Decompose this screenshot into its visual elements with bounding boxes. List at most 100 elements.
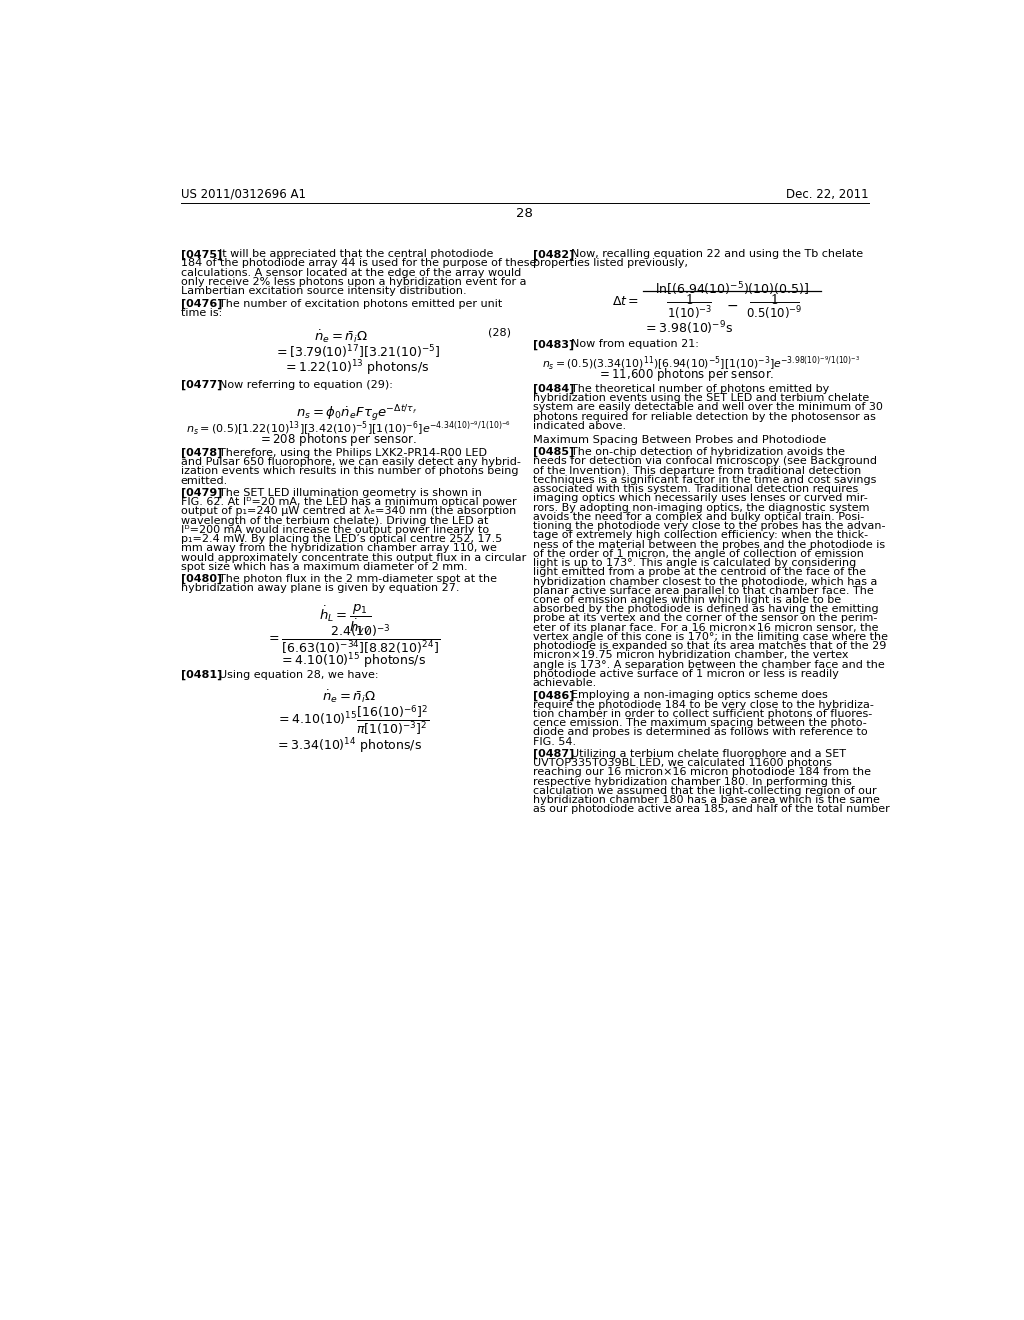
Text: light is up to 173°. This angle is calculated by considering: light is up to 173°. This angle is calcu…	[532, 558, 856, 568]
Text: Using equation 28, we have:: Using equation 28, we have:	[219, 669, 379, 680]
Text: $0.5(10)^{-9}$: $0.5(10)^{-9}$	[746, 304, 803, 322]
Text: 1: 1	[685, 294, 693, 308]
Text: angle is 173°. A separation between the chamber face and the: angle is 173°. A separation between the …	[532, 660, 885, 669]
Text: hybridization chamber closest to the photodiode, which has a: hybridization chamber closest to the pho…	[532, 577, 877, 586]
Text: properties listed previously,: properties listed previously,	[532, 259, 687, 268]
Text: diode and probes is determined as follows with reference to: diode and probes is determined as follow…	[532, 727, 867, 738]
Text: mm away from the hybridization chamber array 110, we: mm away from the hybridization chamber a…	[180, 544, 497, 553]
Text: [0479]: [0479]	[180, 488, 222, 498]
Text: p₁=2.4 mW. By placing the LED’s optical centre 252, 17.5: p₁=2.4 mW. By placing the LED’s optical …	[180, 535, 502, 544]
Text: 28: 28	[516, 207, 534, 220]
Text: [0475]: [0475]	[180, 249, 222, 260]
Text: cence emission. The maximum spacing between the photo-: cence emission. The maximum spacing betw…	[532, 718, 866, 729]
Text: It will be appreciated that the central photodiode: It will be appreciated that the central …	[219, 249, 494, 259]
Text: imaging optics which necessarily uses lenses or curved mir-: imaging optics which necessarily uses le…	[532, 494, 867, 503]
Text: respective hybridization chamber 180. In performing this: respective hybridization chamber 180. In…	[532, 776, 851, 787]
Text: Dec. 22, 2011: Dec. 22, 2011	[786, 187, 869, 201]
Text: [0483]: [0483]	[532, 339, 573, 350]
Text: associated with this system. Traditional detection requires: associated with this system. Traditional…	[532, 484, 858, 494]
Text: probe at its vertex and the corner of the sensor on the perim-: probe at its vertex and the corner of th…	[532, 614, 877, 623]
Text: system are easily detectable and well over the minimum of 30: system are easily detectable and well ov…	[532, 403, 883, 412]
Text: The on-chip detection of hybridization avoids the: The on-chip detection of hybridization a…	[571, 447, 845, 457]
Text: $n_s = (0.5)(3.34(10)^{11})[6.94(10)^{-5}][1(10)^{-3}]e^{-3.98(10)^{-9}/1(10)^{-: $n_s = (0.5)(3.34(10)^{11})[6.94(10)^{-5…	[542, 355, 860, 372]
Text: $= 1.22(10)^{13}\ \mathrm{photons/s}$: $= 1.22(10)^{13}\ \mathrm{photons/s}$	[284, 359, 430, 379]
Text: The theoretical number of photons emitted by: The theoretical number of photons emitte…	[571, 384, 829, 393]
Text: photons required for reliable detection by the photosensor as: photons required for reliable detection …	[532, 412, 876, 421]
Text: Lambertian excitation source intensity distribution.: Lambertian excitation source intensity d…	[180, 286, 466, 296]
Text: UVTOP335TO39BL LED, we calculated 11600 photons: UVTOP335TO39BL LED, we calculated 11600 …	[532, 758, 831, 768]
Text: $\Delta t =$: $\Delta t =$	[611, 296, 639, 309]
Text: Therefore, using the Philips LXK2-PR14-R00 LED: Therefore, using the Philips LXK2-PR14-R…	[219, 447, 487, 458]
Text: time is:: time is:	[180, 308, 222, 318]
Text: FIG. 62. At Iᴰ=20 mA, the LED has a minimum optical power: FIG. 62. At Iᴰ=20 mA, the LED has a mini…	[180, 498, 516, 507]
Text: techniques is a significant factor in the time and cost savings: techniques is a significant factor in th…	[532, 475, 876, 484]
Text: (28): (28)	[487, 327, 511, 338]
Text: $= [3.79(10)^{17}][3.21(10)^{-5}]$: $= [3.79(10)^{17}][3.21(10)^{-5}]$	[273, 343, 439, 360]
Text: reaching our 16 micron×16 micron photodiode 184 from the: reaching our 16 micron×16 micron photodi…	[532, 767, 870, 777]
Text: $= 4.10(10)^{15}\ \mathrm{photons/s}$: $= 4.10(10)^{15}\ \mathrm{photons/s}$	[280, 651, 426, 671]
Text: [0480]: [0480]	[180, 574, 222, 585]
Text: 1: 1	[770, 294, 778, 308]
Text: emitted.: emitted.	[180, 475, 228, 486]
Text: eter of its planar face. For a 16 micron×16 micron sensor, the: eter of its planar face. For a 16 micron…	[532, 623, 878, 632]
Text: absorbed by the photodiode is defined as having the emitting: absorbed by the photodiode is defined as…	[532, 605, 879, 614]
Text: FIG. 54.: FIG. 54.	[532, 737, 575, 747]
Text: Now, recalling equation 22 and using the Tb chelate: Now, recalling equation 22 and using the…	[571, 249, 863, 259]
Text: vertex angle of this cone is 170°; in the limiting case where the: vertex angle of this cone is 170°; in th…	[532, 632, 888, 642]
Text: ization events which results in this number of photons being: ization events which results in this num…	[180, 466, 518, 477]
Text: $n_s = (0.5)[1.22(10)^{13}][3.42(10)^{-5}][1(10)^{-6}]e^{-4.34(10)^{-9}/1(10)^{-: $n_s = (0.5)[1.22(10)^{13}][3.42(10)^{-5…	[186, 420, 511, 437]
Text: Now referring to equation (29):: Now referring to equation (29):	[219, 380, 393, 391]
Text: Now from equation 21:: Now from equation 21:	[571, 339, 699, 350]
Text: [0477]: [0477]	[180, 380, 222, 391]
Text: photodiode is expanded so that its area matches that of the 29: photodiode is expanded so that its area …	[532, 642, 886, 651]
Text: planar active surface area parallel to that chamber face. The: planar active surface area parallel to t…	[532, 586, 873, 595]
Text: tage of extremely high collection efficiency: when the thick-: tage of extremely high collection effici…	[532, 531, 867, 540]
Text: $= \dfrac{2.4(10)^{-3}}{[6.63(10)^{-34}][8.82(10)^{24}]}$: $= \dfrac{2.4(10)^{-3}}{[6.63(10)^{-34}]…	[266, 622, 439, 656]
Text: [0478]: [0478]	[180, 447, 222, 458]
Text: tioning the photodiode very close to the probes has the advan-: tioning the photodiode very close to the…	[532, 521, 885, 531]
Text: [0476]: [0476]	[180, 298, 222, 309]
Text: require the photodiode 184 to be very close to the hybridiza-: require the photodiode 184 to be very cl…	[532, 700, 873, 710]
Text: tion chamber in order to collect sufficient photons of fluores-: tion chamber in order to collect suffici…	[532, 709, 871, 719]
Text: $1(10)^{-3}$: $1(10)^{-3}$	[667, 304, 712, 322]
Text: calculations. A sensor located at the edge of the array would: calculations. A sensor located at the ed…	[180, 268, 521, 277]
Text: only receive 2% less photons upon a hybridization event for a: only receive 2% less photons upon a hybr…	[180, 277, 526, 286]
Text: micron×19.75 micron hybridization chamber, the vertex: micron×19.75 micron hybridization chambe…	[532, 651, 848, 660]
Text: $\dot{h}_L = \dfrac{p_1}{\dot{h}_{vv}}$: $\dot{h}_L = \dfrac{p_1}{\dot{h}_{vv}}$	[318, 602, 371, 636]
Text: would approximately concentrate this output flux in a circular: would approximately concentrate this out…	[180, 553, 526, 562]
Text: photodiode active surface of 1 micron or less is readily: photodiode active surface of 1 micron or…	[532, 669, 839, 678]
Text: spot size which has a maximum diameter of 2 mm.: spot size which has a maximum diameter o…	[180, 562, 467, 572]
Text: needs for detection via confocal microscopy (see Background: needs for detection via confocal microsc…	[532, 457, 877, 466]
Text: output of p₁=240 μW centred at λₑ=340 nm (the absorption: output of p₁=240 μW centred at λₑ=340 nm…	[180, 507, 516, 516]
Text: $= 11{,}600\ \mathrm{photons\ per\ sensor.}$: $= 11{,}600\ \mathrm{photons\ per\ senso…	[597, 366, 774, 383]
Text: [0482]: [0482]	[532, 249, 573, 260]
Text: [0486]: [0486]	[532, 690, 573, 701]
Text: $n_s = \phi_0\dot{n}_e F\tau_g e^{-\Delta t/\tau_f}$: $n_s = \phi_0\dot{n}_e F\tau_g e^{-\Delt…	[296, 404, 418, 424]
Text: [0485]: [0485]	[532, 447, 573, 458]
Text: indicated above.: indicated above.	[532, 421, 626, 430]
Text: Utilizing a terbium chelate fluorophore and a SET: Utilizing a terbium chelate fluorophore …	[571, 748, 846, 759]
Text: $= 3.34(10)^{14}\ \mathrm{photons/s}$: $= 3.34(10)^{14}\ \mathrm{photons/s}$	[275, 737, 423, 755]
Text: US 2011/0312696 A1: US 2011/0312696 A1	[180, 187, 306, 201]
Text: [0487]: [0487]	[532, 748, 573, 759]
Text: of the Invention). This departure from traditional detection: of the Invention). This departure from t…	[532, 466, 861, 475]
Text: Maximum Spacing Between Probes and Photodiode: Maximum Spacing Between Probes and Photo…	[532, 434, 825, 445]
Text: [0481]: [0481]	[180, 669, 222, 680]
Text: The SET LED illumination geometry is shown in: The SET LED illumination geometry is sho…	[219, 488, 482, 498]
Text: The number of excitation photons emitted per unit: The number of excitation photons emitted…	[219, 298, 503, 309]
Text: $= 208\ \mathrm{photons\ per\ sensor.}$: $= 208\ \mathrm{photons\ per\ sensor.}$	[258, 430, 417, 447]
Text: hybridization events using the SET LED and terbium chelate: hybridization events using the SET LED a…	[532, 393, 868, 403]
Text: of the order of 1 micron, the angle of collection of emission: of the order of 1 micron, the angle of c…	[532, 549, 863, 558]
Text: ness of the material between the probes and the photodiode is: ness of the material between the probes …	[532, 540, 885, 549]
Text: rors. By adopting non-imaging optics, the diagnostic system: rors. By adopting non-imaging optics, th…	[532, 503, 869, 512]
Text: wavelength of the terbium chelate). Driving the LED at: wavelength of the terbium chelate). Driv…	[180, 516, 488, 525]
Text: Iᴰ=200 mA would increase the output power linearly to: Iᴰ=200 mA would increase the output powe…	[180, 525, 488, 535]
Text: [0484]: [0484]	[532, 384, 573, 395]
Text: hybridization away plane is given by equation 27.: hybridization away plane is given by equ…	[180, 583, 459, 594]
Text: light emitted from a probe at the centroid of the face of the: light emitted from a probe at the centro…	[532, 568, 865, 577]
Text: as our photodiode active area 185, and half of the total number: as our photodiode active area 185, and h…	[532, 804, 889, 814]
Text: $= 4.10(10)^{15} \dfrac{[16(10)^{-6}]^2}{\pi[1(10)^{-3}]^2}$: $= 4.10(10)^{15} \dfrac{[16(10)^{-6}]^2}…	[276, 704, 429, 738]
Text: The photon flux in the 2 mm-diameter spot at the: The photon flux in the 2 mm-diameter spo…	[219, 574, 498, 585]
Text: $-$: $-$	[726, 298, 738, 312]
Text: and Pulsar 650 fluorophore, we can easily detect any hybrid-: and Pulsar 650 fluorophore, we can easil…	[180, 457, 520, 467]
